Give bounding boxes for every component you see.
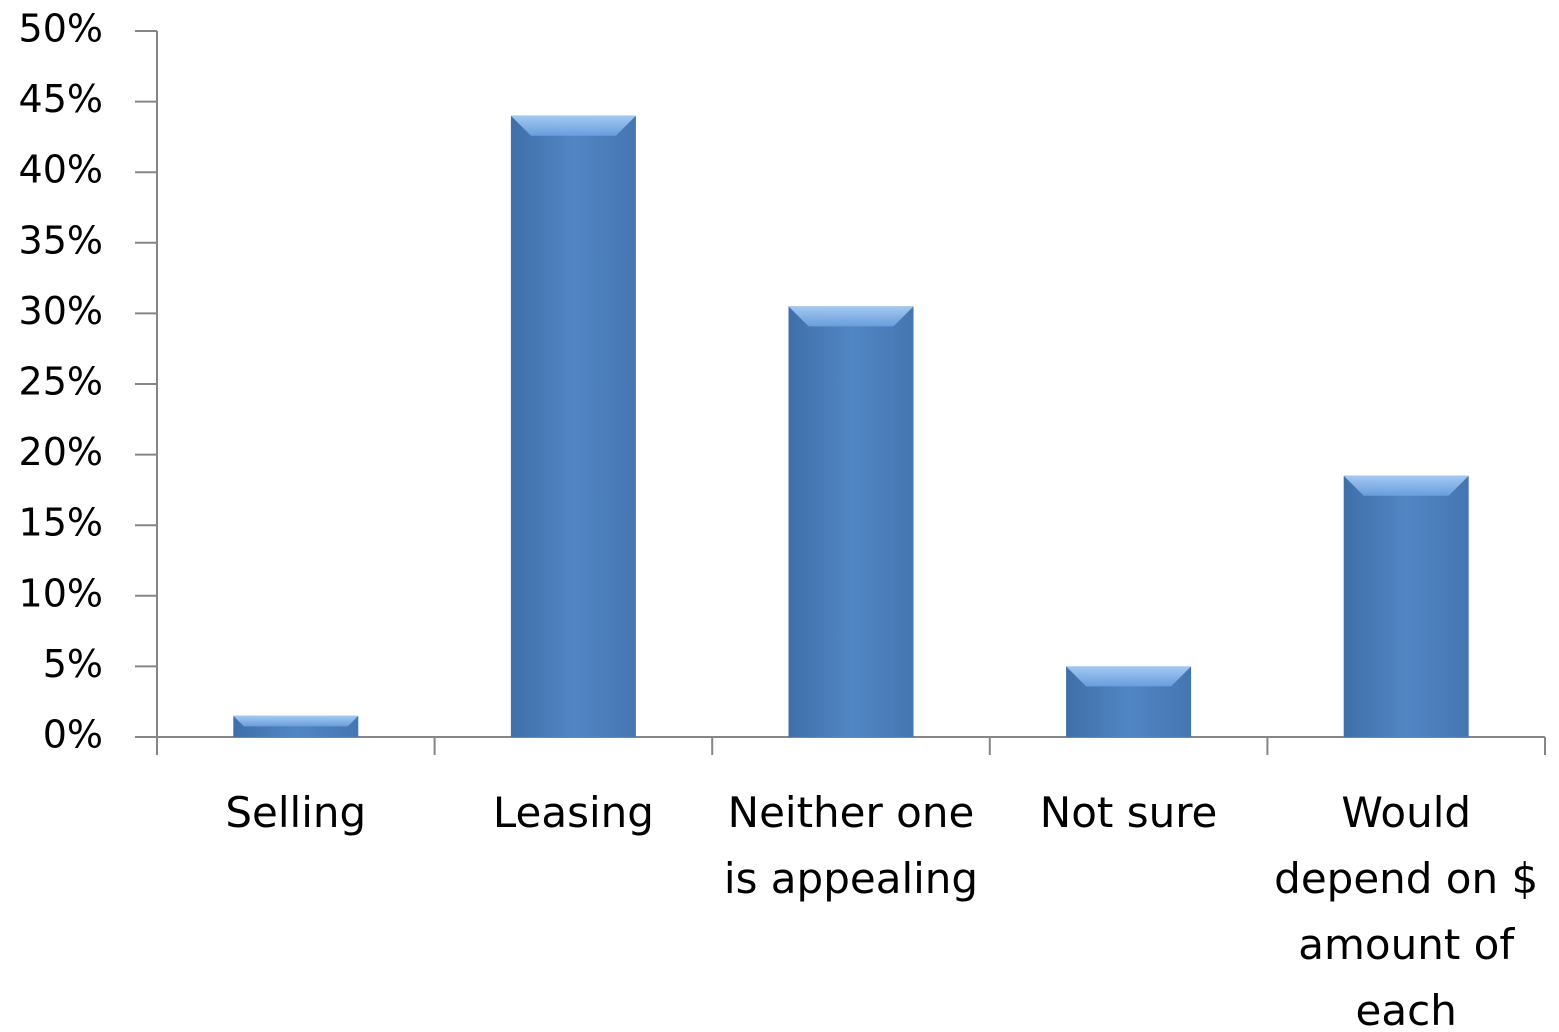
bar [788,306,914,737]
y-tick-label: 5% [43,642,103,686]
bar-bevel [1343,475,1469,496]
x-tick-label: Would depend on $ amount of each [1274,788,1539,1032]
y-tick-label: 45% [19,77,103,121]
bar-bevel [510,115,636,136]
y-tick-label: 20% [19,430,103,474]
x-tick-label: Selling [225,788,367,837]
bar-bevel [1066,666,1192,687]
bar-bevel [788,306,914,327]
y-tick-label: 30% [19,289,103,333]
bar-bevel [233,715,359,727]
y-tick-label: 10% [19,571,103,615]
y-tick-label: 35% [19,218,103,262]
y-tick-label: 50% [19,7,103,51]
bar [1343,475,1469,737]
x-tick-label: Neither one is appealing [723,788,979,903]
y-tick-label: 0% [43,713,103,757]
bar [510,115,636,738]
y-tick-label: 40% [19,148,103,192]
x-tick-label: Leasing [492,788,654,837]
y-tick-label: 25% [19,360,103,404]
x-tick-label: Not sure [1039,788,1218,837]
y-tick-label: 15% [19,501,103,545]
